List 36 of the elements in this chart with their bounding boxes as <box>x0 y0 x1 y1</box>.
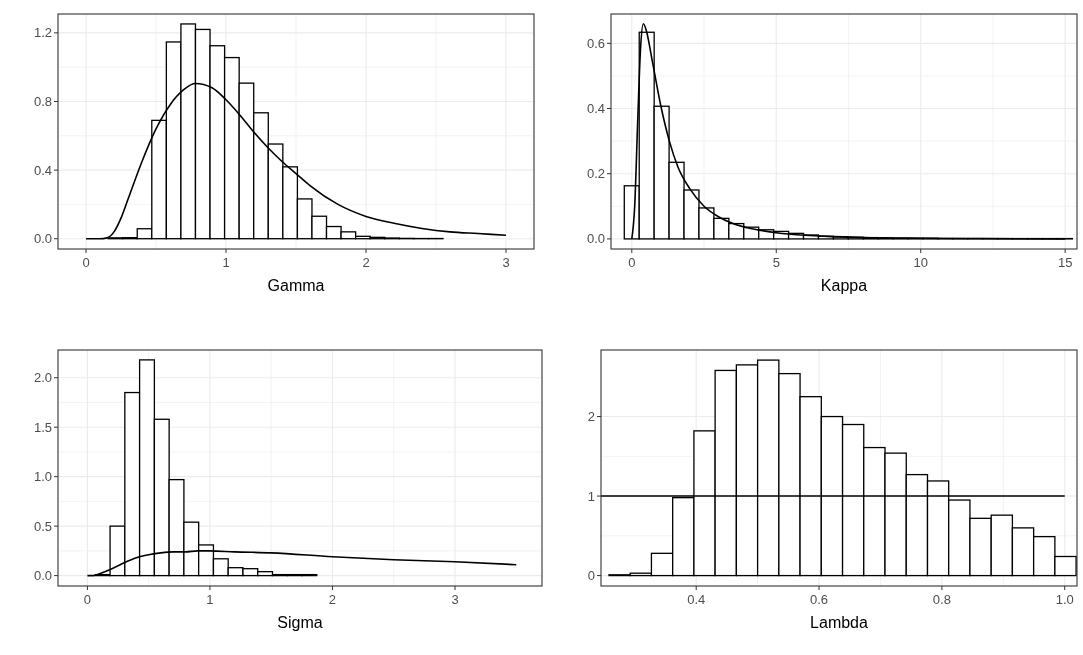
y-tick-label: 0.0 <box>586 231 605 247</box>
x-tick-label: 10 <box>913 255 928 270</box>
x-tick-label: 3 <box>451 592 459 607</box>
y-tick-label: 1 <box>587 488 595 504</box>
y-tick-label: 0.4 <box>586 101 605 117</box>
x-tick-label: 2 <box>328 592 337 607</box>
x-axis-title: Lambda <box>810 614 869 631</box>
x-tick-label: 3 <box>502 255 510 270</box>
y-tick-label: 0.5 <box>33 518 52 534</box>
y-tick-label: 0.2 <box>586 166 605 182</box>
x-axis-title: Sigma <box>277 614 323 631</box>
y-tick-label: 1.5 <box>33 419 52 435</box>
x-tick-label: 0.8 <box>932 592 951 607</box>
x-tick-label: 0.4 <box>687 592 706 607</box>
y-tick-label: 2 <box>587 409 595 425</box>
x-tick-label: 15 <box>1057 255 1073 270</box>
y-tick-label: 0.6 <box>586 35 605 51</box>
x-tick-label: 1 <box>206 592 214 607</box>
y-tick-label: 0 <box>587 568 595 584</box>
y-tick-label: 1.0 <box>33 469 52 485</box>
x-tick-label: 0 <box>83 592 92 607</box>
x-tick-label: 1 <box>222 255 230 270</box>
y-tick-label: 2.0 <box>33 370 52 386</box>
x-tick-label: 0 <box>82 255 90 270</box>
y-tick-label: 0.8 <box>33 94 52 110</box>
x-tick-label: 5 <box>772 255 780 270</box>
y-tick-label: 0.4 <box>33 162 52 178</box>
x-tick-label: 2 <box>362 255 370 270</box>
x-axis-title: Gamma <box>267 277 325 294</box>
x-tick-label: 0 <box>628 255 636 270</box>
y-tick-label: 0.0 <box>33 231 52 247</box>
x-tick-label: 1.0 <box>1055 592 1074 607</box>
x-axis-title: Kappa <box>820 277 868 294</box>
y-tick-label: 1.2 <box>33 25 52 41</box>
y-tick-label: 0.0 <box>33 568 52 584</box>
x-tick-label: 0.6 <box>810 592 829 607</box>
